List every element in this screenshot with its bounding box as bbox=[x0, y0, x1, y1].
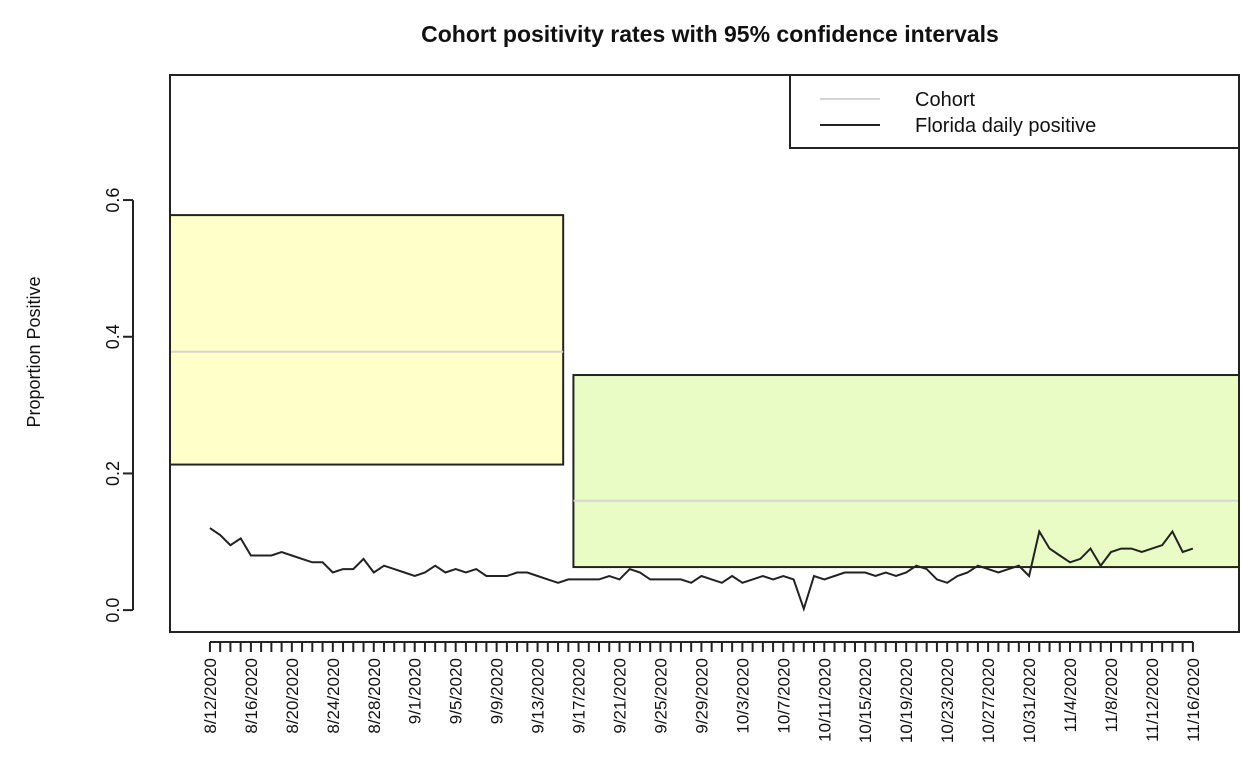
x-tick-label: 10/19/2020 bbox=[897, 658, 916, 743]
x-tick-label: 9/17/2020 bbox=[570, 658, 589, 734]
y-tick-label: 0.0 bbox=[103, 598, 123, 623]
cohort-ci-box bbox=[572, 374, 1240, 569]
x-tick-label: 10/7/2020 bbox=[774, 658, 793, 734]
x-tick-label: 8/28/2020 bbox=[365, 658, 384, 734]
y-tick-label: 0.2 bbox=[103, 461, 123, 486]
x-tick-label: 9/13/2020 bbox=[529, 658, 548, 734]
cohort-ci-box bbox=[170, 214, 565, 466]
x-tick-label: 10/31/2020 bbox=[1020, 658, 1039, 743]
x-tick-label: 8/12/2020 bbox=[201, 658, 220, 734]
x-tick-label: 11/4/2020 bbox=[1061, 658, 1080, 732]
x-tick-label: 9/9/2020 bbox=[488, 658, 507, 724]
x-tick-label: 11/12/2020 bbox=[1143, 658, 1162, 742]
y-tick-label: 0.4 bbox=[103, 324, 123, 349]
x-tick-label: 11/8/2020 bbox=[1102, 658, 1121, 732]
x-tick-label: 9/21/2020 bbox=[611, 658, 630, 734]
chart-title: Cohort positivity rates with 95% confide… bbox=[421, 21, 999, 47]
legend-box bbox=[789, 74, 1240, 149]
x-tick-label: 11/16/2020 bbox=[1184, 658, 1203, 742]
x-tick-label: 10/27/2020 bbox=[979, 658, 998, 743]
legend-label: Florida daily positive bbox=[915, 115, 1096, 137]
legend-label: Cohort bbox=[915, 89, 975, 111]
plot-frame bbox=[169, 74, 1240, 633]
x-tick-label: 9/29/2020 bbox=[692, 658, 711, 734]
y-axis-label: Proportion Positive bbox=[24, 276, 44, 427]
x-tick-label: 9/25/2020 bbox=[651, 658, 670, 734]
y-tick-label: 0.6 bbox=[103, 188, 123, 213]
x-tick-label: 9/5/2020 bbox=[447, 658, 466, 724]
florida-line bbox=[209, 527, 1194, 613]
x-tick-label: 8/20/2020 bbox=[283, 658, 302, 734]
x-tick-label: 8/16/2020 bbox=[242, 658, 261, 734]
x-tick-label: 9/1/2020 bbox=[406, 658, 425, 724]
x-tick-label: 8/24/2020 bbox=[324, 658, 343, 734]
x-tick-label: 10/3/2020 bbox=[733, 658, 752, 734]
x-tick-label: 10/11/2020 bbox=[815, 658, 834, 742]
x-tick-label: 10/23/2020 bbox=[938, 658, 957, 743]
x-tick-label: 10/15/2020 bbox=[856, 658, 875, 743]
